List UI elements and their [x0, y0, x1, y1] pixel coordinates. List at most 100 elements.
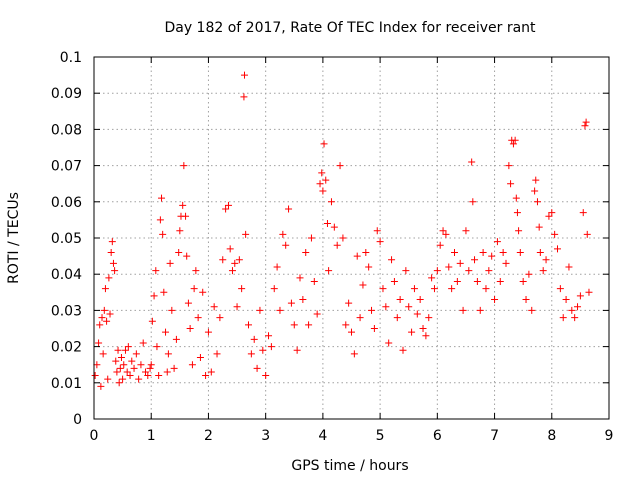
y-tick-label: 0.07: [51, 159, 82, 175]
data-point: [116, 364, 124, 372]
data-point: [282, 241, 290, 249]
data-point: [507, 180, 515, 188]
data-point: [482, 285, 490, 293]
data-point: [98, 314, 106, 322]
data-point: [583, 230, 591, 238]
data-point: [256, 306, 264, 314]
y-tick-label: 0.1: [60, 50, 82, 66]
data-point: [139, 339, 147, 347]
data-point: [562, 296, 570, 304]
data-point: [128, 357, 136, 365]
data-point: [114, 346, 122, 354]
data-point: [147, 361, 155, 369]
data-point: [330, 223, 338, 231]
data-point: [270, 285, 278, 293]
data-point: [192, 267, 200, 275]
y-tick-labels: 0 0.01 0.02 0.03 0.04 0.05 0.06 0.07 0.08 0.09 0.1: [51, 50, 82, 428]
data-point: [224, 201, 232, 209]
data-point: [210, 303, 218, 311]
data-point: [576, 292, 584, 300]
data-point: [175, 248, 183, 256]
data-point: [117, 353, 125, 361]
data-point: [123, 368, 131, 376]
data-point: [451, 248, 458, 256]
data-point: [456, 259, 464, 267]
data-point: [305, 321, 313, 329]
data-point: [142, 368, 149, 376]
data-point: [231, 259, 239, 267]
data-point: [511, 136, 519, 144]
data-point: [250, 335, 258, 343]
y-tick-label: 0.06: [51, 195, 82, 211]
data-point: [179, 201, 187, 209]
data-point: [393, 314, 401, 322]
data-point: [318, 169, 326, 177]
data-point: [396, 296, 404, 304]
data-point: [536, 248, 544, 256]
data-point: [207, 368, 215, 376]
y-tick-label: 0.01: [51, 376, 82, 392]
y-tick-label: 0.08: [51, 122, 82, 138]
data-point: [465, 267, 473, 275]
data-point: [410, 285, 418, 293]
data-point: [491, 296, 499, 304]
data-point: [469, 198, 477, 206]
data-point: [359, 281, 367, 289]
data-point: [96, 321, 104, 329]
data-point: [93, 361, 101, 369]
data-point: [307, 234, 315, 242]
data-point: [160, 288, 168, 296]
x-tick-label: 9: [605, 428, 614, 444]
data-point: [425, 314, 433, 322]
data-point: [290, 321, 298, 329]
data-point: [370, 325, 378, 332]
data-point: [319, 187, 327, 195]
data-point: [121, 346, 129, 354]
data-point: [287, 299, 295, 307]
data-point: [109, 259, 117, 267]
data-point: [571, 314, 579, 322]
data-point: [436, 241, 444, 249]
data-point: [505, 162, 513, 170]
data-point: [382, 303, 390, 311]
data-point: [533, 198, 541, 206]
data-point: [362, 248, 370, 256]
data-point: [170, 364, 178, 372]
data-point: [496, 277, 504, 285]
data-point: [416, 296, 424, 304]
y-tick-label: 0.03: [51, 303, 82, 319]
data-point: [353, 252, 361, 260]
data-point: [565, 263, 573, 271]
x-tick-label: 2: [204, 428, 213, 444]
data-point: [115, 379, 123, 387]
data-point: [574, 303, 582, 311]
data-point: [180, 162, 188, 170]
data-point: [313, 310, 321, 318]
data-point: [582, 118, 590, 126]
axis-ticks: [93, 56, 610, 420]
data-point: [453, 277, 461, 285]
data-point: [176, 227, 184, 235]
data-point: [320, 140, 328, 148]
data-point: [148, 317, 156, 325]
data-point: [333, 241, 341, 249]
data-point: [168, 306, 176, 314]
data-point: [439, 227, 447, 235]
y-tick-label: 0.02: [51, 340, 82, 356]
data-point: [473, 277, 481, 285]
data-point: [204, 328, 212, 336]
data-point: [91, 372, 99, 380]
data-point: [104, 375, 112, 383]
y-axis-label: ROTI / TECUs: [6, 192, 22, 284]
x-tick-label: 8: [547, 428, 556, 444]
data-point: [542, 256, 550, 264]
data-point: [163, 368, 171, 376]
data-point: [162, 328, 170, 336]
data-point: [130, 364, 138, 372]
data-point: [296, 274, 304, 282]
data-point: [488, 252, 496, 260]
data-point: [216, 314, 224, 322]
data-point: [119, 375, 127, 383]
data-point: [106, 310, 114, 318]
